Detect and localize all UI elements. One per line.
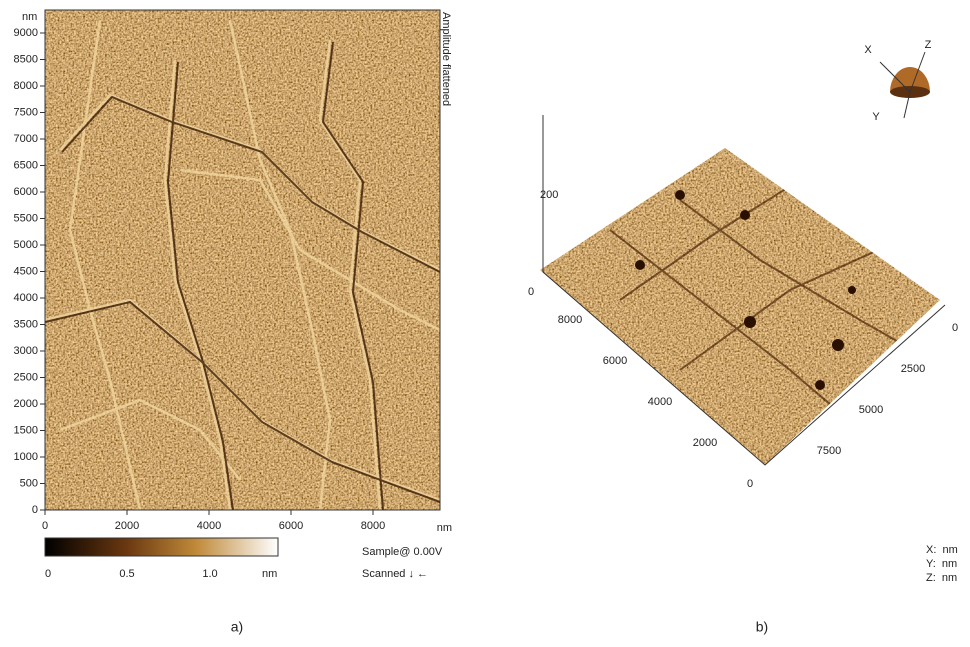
orientation-label: X	[864, 44, 872, 56]
x-tick-label: 4000	[197, 520, 221, 532]
y-tick-label: 8000	[14, 80, 38, 92]
left-axis-tick: 4000	[648, 396, 672, 408]
y-tick-label: 2000	[14, 398, 38, 410]
x-tick-label: 6000	[279, 520, 303, 532]
y-tick-label: 3500	[14, 318, 38, 330]
colorbar	[45, 538, 278, 556]
right-axis-tick: 7500	[817, 445, 841, 457]
y-tick-label: 4000	[14, 292, 38, 304]
y-unit: nm	[22, 11, 37, 23]
y-tick-label: 7500	[14, 106, 38, 118]
y-tick-label: 6000	[14, 186, 38, 198]
y-tick-label: 5500	[14, 212, 38, 224]
left-axis-tick: 8000	[558, 314, 582, 326]
left-axis-tick: 6000	[603, 355, 627, 367]
caption: a)	[231, 619, 243, 635]
y-tick-label: 500	[20, 477, 38, 489]
orientation-label: Y	[872, 111, 880, 123]
x-tick-label: 2000	[115, 520, 139, 532]
right-axis-tick: 5000	[859, 404, 883, 416]
right-axis-tick: 2500	[901, 363, 925, 375]
colorbar-tick: 0.5	[119, 568, 134, 580]
surface-3d	[540, 148, 940, 468]
z-tick-label: 0	[528, 286, 534, 298]
x-tick-label: 8000	[361, 520, 385, 532]
right-axis-tick: 0	[952, 322, 958, 334]
left-axis-tick: 2000	[693, 437, 717, 449]
unit-label: Y: nm	[926, 558, 957, 570]
caption: b)	[756, 619, 768, 635]
y-tick-label: 8500	[14, 53, 38, 65]
y-tick-label: 6500	[14, 159, 38, 171]
unit-label: X: nm	[926, 544, 958, 556]
z-tick-label: 200	[540, 189, 558, 201]
unit-label: Z: nm	[926, 572, 957, 584]
orientation-label: Z	[925, 39, 932, 51]
colorbar-tick: 0	[45, 568, 51, 580]
y-tick-label: 3000	[14, 345, 38, 357]
y-tick-label: 1000	[14, 451, 38, 463]
colorbar-tick: 1.0	[202, 568, 217, 580]
side-label: Amplitude flattened	[440, 12, 452, 106]
x-unit: nm	[437, 522, 452, 534]
y-tick-label: 7000	[14, 133, 38, 145]
left-axis-tick: 0	[747, 478, 753, 490]
y-tick-label: 9000	[14, 27, 38, 39]
sample: Sample@ 0.00V	[362, 546, 443, 558]
y-tick-label: 5000	[14, 239, 38, 251]
y-tick-label: 4500	[14, 265, 38, 277]
scanned: Scanned ↓ ←	[362, 568, 428, 580]
x-tick-label: 0	[42, 520, 48, 532]
colorbar-unit: nm	[262, 568, 277, 580]
orientation-icon	[880, 52, 930, 118]
afm-image	[45, 10, 440, 510]
y-tick-label: 0	[32, 504, 38, 516]
figure: 0500100015002000250030003500400045005000…	[0, 0, 970, 642]
y-tick-label: 2500	[14, 371, 38, 383]
y-tick-label: 1500	[14, 424, 38, 436]
